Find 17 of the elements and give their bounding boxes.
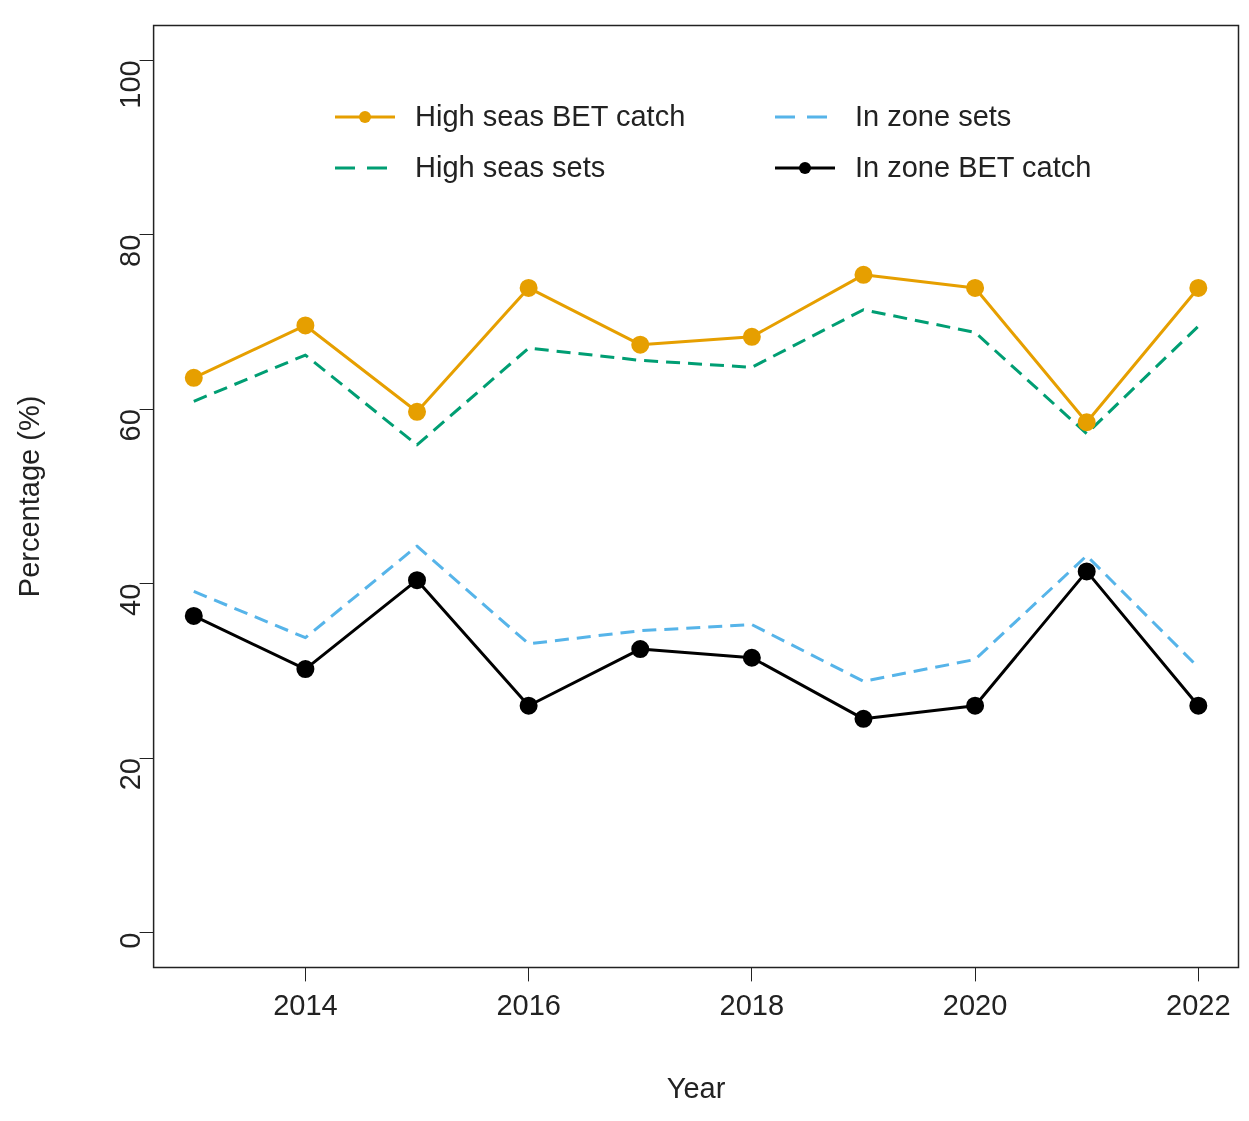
y-tick-label: 80	[113, 234, 146, 267]
y-tick-label: 40	[113, 583, 146, 616]
x-tick-label: 2020	[942, 988, 1008, 1021]
x-tick-label: 2016	[496, 988, 561, 1021]
x-tick-label: 2014	[273, 988, 338, 1021]
y-tick-label: 60	[113, 409, 146, 442]
y-axis-title: Percentage (%)	[13, 395, 46, 598]
legend-label: In zone sets	[855, 100, 1012, 133]
x-tick-label: 2022	[1166, 988, 1231, 1021]
legend-label: High seas BET catch	[415, 100, 686, 133]
y-tick-label: 0	[113, 932, 146, 949]
x-axis-title: Year	[666, 1071, 726, 1104]
x-tick-label: 2018	[719, 988, 785, 1021]
y-tick-label: 100	[113, 60, 146, 109]
y-tick-label: 20	[113, 758, 146, 791]
legend-label: High seas sets	[415, 151, 606, 184]
legend-label: In zone BET catch	[855, 151, 1092, 184]
